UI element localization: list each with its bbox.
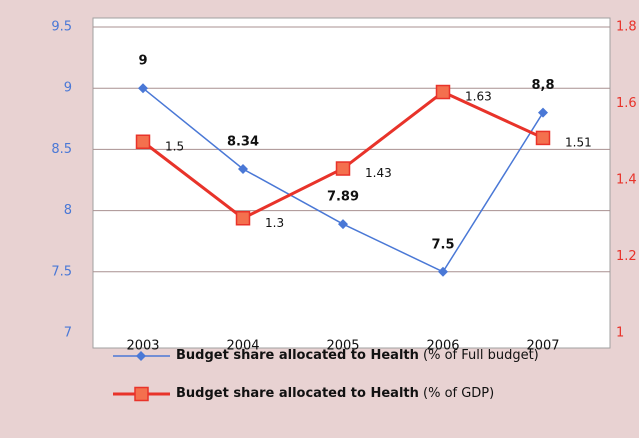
x-tick-label: 2007 (526, 339, 559, 354)
marker (135, 134, 151, 149)
y2-tick-label: 1 (616, 326, 624, 341)
y-tick-label: 8.5 (51, 142, 72, 157)
x-tick-label: 2005 (326, 339, 359, 354)
data-label: 1.51 (565, 135, 592, 149)
y-tick-label: 9.5 (51, 20, 72, 35)
y-tick-label: 7 (64, 326, 72, 341)
marker (538, 107, 548, 118)
x-tick-label: 2003 (126, 339, 159, 354)
y2-tick-label: 1.8 (616, 20, 637, 35)
legend-label: Budget share allocated to Health (% of F… (176, 348, 539, 363)
marker (435, 84, 451, 100)
x-tick-label: 2004 (226, 339, 259, 354)
data-label: 7.5 (431, 237, 454, 252)
legend-label: Budget share allocated to Health (% of G… (176, 386, 495, 401)
y-tick-label: 8 (64, 203, 72, 218)
y2-tick-label: 1.2 (616, 249, 637, 264)
data-label: 8,8 (531, 78, 554, 93)
y2-tick-label: 1.6 (616, 96, 637, 111)
data-label: 7.89 (327, 190, 359, 205)
data-label: 1.63 (465, 90, 492, 104)
data-label: 9 (138, 54, 147, 69)
marker (238, 163, 248, 174)
y-tick-label: 7.5 (51, 264, 72, 279)
plot-area (92, 17, 611, 349)
marker (138, 83, 148, 94)
y-tick-label: 9 (64, 81, 72, 96)
marker (338, 219, 348, 230)
data-label: 8.34 (227, 134, 259, 149)
legend-marker (136, 351, 146, 361)
x-tick-label: 2006 (426, 339, 459, 354)
data-label: 1.3 (265, 216, 284, 230)
y2-tick-label: 1.4 (616, 173, 637, 188)
data-label: 1.5 (165, 139, 184, 153)
marker (335, 161, 351, 176)
marker (438, 266, 448, 277)
legend-marker (134, 386, 149, 402)
marker (535, 130, 551, 146)
data-label: 1.43 (365, 166, 392, 180)
marker (235, 211, 251, 226)
